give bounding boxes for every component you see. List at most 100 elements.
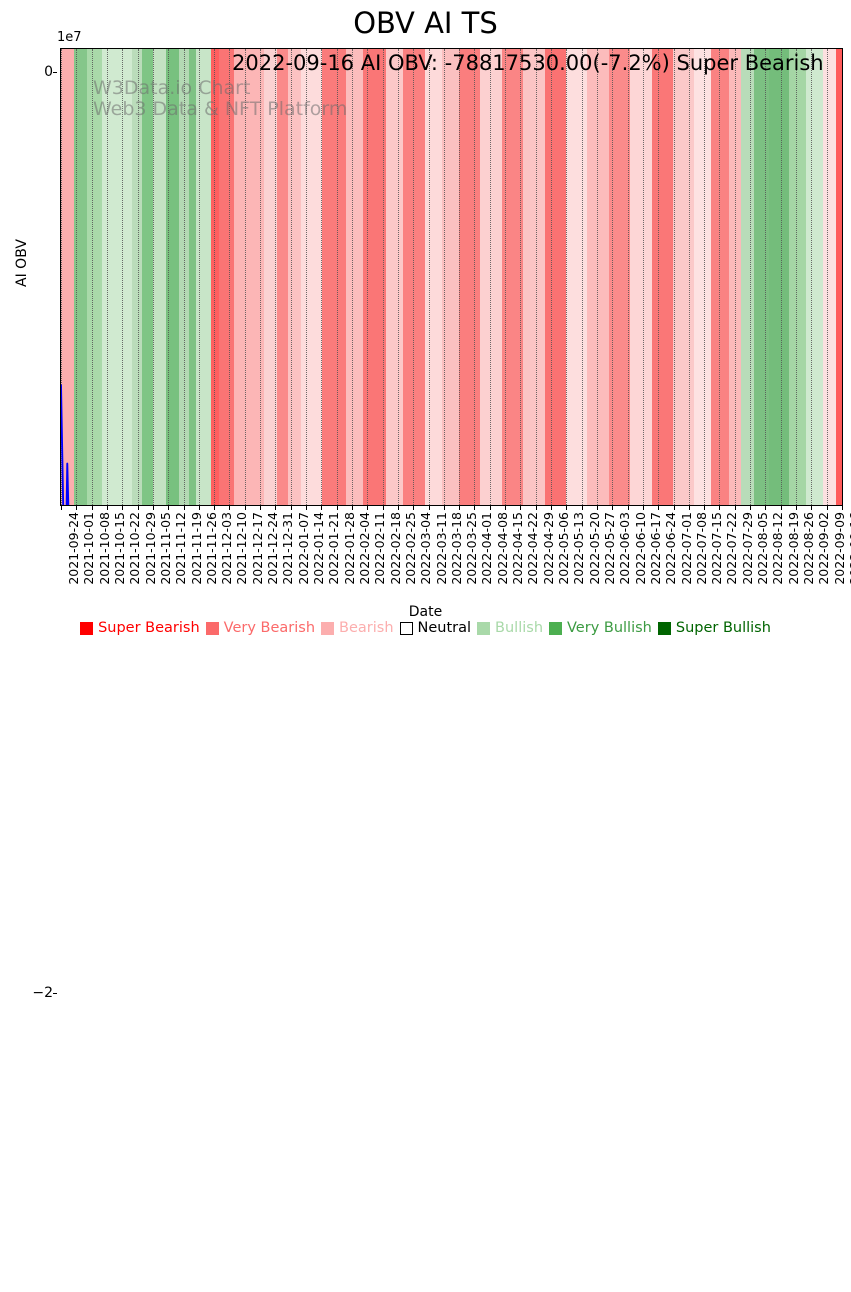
x-tick-label: 2022-04-29 xyxy=(540,512,556,585)
legend-entry[interactable]: Very Bullish xyxy=(546,620,655,636)
gridline xyxy=(168,49,170,505)
gridline xyxy=(474,49,476,505)
gridline xyxy=(367,49,369,505)
x-tick-mark xyxy=(842,506,843,510)
chart-figure: OBV AI TS 1e7 AI OBV 0−2−4−6−8 W3Data.io… xyxy=(14,6,851,1001)
legend-entry[interactable]: Bearish xyxy=(318,620,397,636)
x-tick-mark xyxy=(382,506,384,510)
regime-band xyxy=(835,49,842,505)
gridline xyxy=(826,49,828,505)
gridline xyxy=(106,49,108,505)
regime-band xyxy=(788,49,807,505)
x-tick-label: 2021-11-19 xyxy=(188,512,204,585)
legend-swatch-icon xyxy=(657,621,671,635)
legend-swatch-icon xyxy=(321,621,335,635)
x-tick-mark xyxy=(260,506,262,510)
regime-band xyxy=(386,49,404,505)
x-tick-label: 2021-10-01 xyxy=(81,512,97,585)
y-axis-offset-text: 1e7 xyxy=(57,30,82,45)
gridline xyxy=(551,49,553,505)
regime-band xyxy=(403,49,426,505)
x-tick-mark xyxy=(596,506,598,510)
gridline xyxy=(382,49,384,505)
gridline xyxy=(612,49,614,505)
gridline xyxy=(214,49,216,505)
gridline xyxy=(229,49,231,505)
x-tick-label: 2022-07-22 xyxy=(724,512,740,585)
x-tick-mark xyxy=(627,506,629,510)
legend-entry[interactable]: Super Bearish xyxy=(77,620,203,636)
regime-band xyxy=(630,49,653,505)
gridline xyxy=(413,49,415,505)
x-tick-mark xyxy=(290,506,292,510)
legend-swatch-icon xyxy=(205,621,219,635)
regime-band xyxy=(805,49,824,505)
regime-band xyxy=(142,49,154,505)
x-tick-mark xyxy=(428,506,430,510)
legend-entry[interactable]: Super Bullish xyxy=(655,620,774,636)
gridline xyxy=(535,49,537,505)
x-tick-mark xyxy=(474,506,476,510)
gridline xyxy=(198,49,200,505)
legend-label: Very Bullish xyxy=(567,620,652,636)
x-tick-label: 2022-03-11 xyxy=(433,512,449,585)
gridline xyxy=(397,49,399,505)
gridline xyxy=(306,49,308,505)
gridline xyxy=(137,49,139,505)
x-tick-mark xyxy=(612,506,614,510)
legend-entry[interactable]: Very Bearish xyxy=(203,620,318,636)
regime-band xyxy=(264,49,278,505)
series-svg xyxy=(61,384,70,505)
x-tick-mark xyxy=(198,506,200,510)
x-tick-mark xyxy=(351,506,353,510)
x-axis-label: Date xyxy=(408,604,443,620)
x-tick-label: 2021-12-03 xyxy=(219,512,235,585)
legend-label: Very Bearish xyxy=(223,620,316,636)
ai-obv-line xyxy=(61,384,70,505)
x-tick-mark xyxy=(658,506,660,510)
x-tick-label: 2022-01-28 xyxy=(341,512,357,585)
x-tick-mark xyxy=(168,506,170,510)
x-tick-mark xyxy=(811,506,813,510)
gridline xyxy=(627,49,629,505)
legend-label: Bearish xyxy=(339,620,394,636)
x-tick-mark xyxy=(122,506,124,510)
legend-entry[interactable]: Neutral xyxy=(397,620,475,636)
x-tick-label: 2021-11-05 xyxy=(157,512,173,585)
gridline xyxy=(780,49,782,505)
regime-band xyxy=(458,49,481,505)
x-tick-label: 2022-05-13 xyxy=(571,512,587,585)
gridline xyxy=(321,49,323,505)
x-tick-mark xyxy=(535,506,537,510)
regime-band xyxy=(345,49,364,505)
legend-entry[interactable]: Bullish xyxy=(474,620,546,636)
regime-band xyxy=(480,49,503,505)
gridline xyxy=(459,49,461,505)
x-tick-mark xyxy=(183,506,185,510)
x-tick-mark xyxy=(750,506,752,510)
gridline xyxy=(290,49,292,505)
x-tick-mark xyxy=(489,506,491,510)
gridline xyxy=(336,49,338,505)
legend-label: Super Bullish xyxy=(675,620,771,636)
regime-band xyxy=(441,49,460,505)
regime-band xyxy=(544,49,567,505)
x-tick-label: 2021-11-26 xyxy=(203,512,219,585)
y-tick-mark xyxy=(53,993,57,995)
x-tick-label: 2021-09-24 xyxy=(66,512,81,585)
x-tick-mark xyxy=(91,506,93,510)
regime-band xyxy=(587,49,610,505)
gridline xyxy=(76,49,78,505)
regime-band xyxy=(694,49,713,505)
x-tick-label: 2021-10-15 xyxy=(111,512,127,585)
x-tick-label: 2022-01-21 xyxy=(326,512,342,585)
plot-area: W3Data.io Chart Web3 Data & NFT Platform xyxy=(60,48,843,506)
x-tick-mark xyxy=(367,506,369,510)
gridline xyxy=(152,49,154,505)
gridline xyxy=(719,49,721,505)
regime-band xyxy=(61,49,75,505)
x-tick-label: 2022-05-20 xyxy=(586,512,602,585)
x-tick-mark xyxy=(673,506,675,510)
gridline xyxy=(260,49,262,505)
x-tick-mark xyxy=(397,506,399,510)
